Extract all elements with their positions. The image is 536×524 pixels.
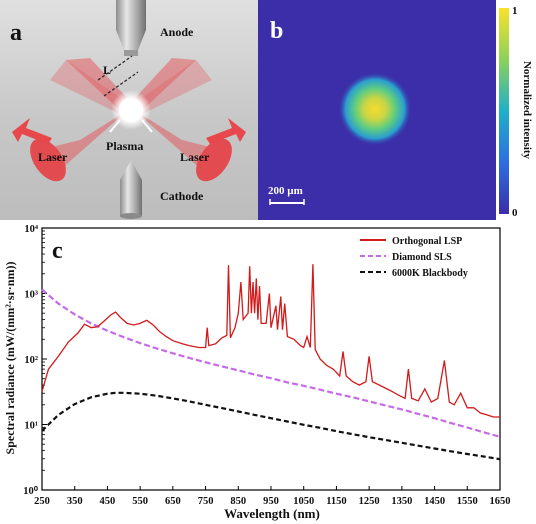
length-markers: [97, 55, 139, 97]
chart-legend: Orthogonal LSP Diamond SLS 6000K Blackbody: [360, 236, 468, 279]
panel-c-spectrum-chart: 250 350 450 550 650 750 850 950 1050 1150 1250 1350…: [0, 220, 536, 524]
y-tick-label: 10⁰: [23, 485, 39, 497]
series-line-6000k-blackbody: [41, 391, 501, 461]
laser-left-label: Laser: [38, 150, 68, 164]
colorbar-max-label: 1: [512, 5, 518, 17]
panel-b-intensity-map: b 200 µm 1 0 Normalized intensity: [258, 0, 533, 220]
x-tick-label: 550: [132, 496, 148, 507]
colorbar-min-label: 0: [512, 207, 518, 219]
emission-arrows: [109, 119, 153, 133]
laser-right-label: Laser: [180, 150, 210, 164]
x-tick-label: 1050: [293, 496, 314, 507]
x-tick-label: 350: [67, 496, 83, 507]
x-tick-label: 1650: [490, 496, 511, 507]
x-tick-label: 850: [230, 496, 246, 507]
x-tick-label: 1450: [424, 496, 445, 507]
legend-label: 6000K Blackbody: [392, 268, 468, 279]
y-axis-label: Spectral radiance (mW/(mm²·sr·nm)): [3, 262, 17, 455]
scale-bar-label: 200 µm: [268, 185, 303, 197]
y-tick-label: 10³: [24, 290, 38, 301]
x-tick-label: 1350: [391, 496, 412, 507]
x-tick-label: 1150: [326, 496, 346, 507]
plasma-label: Plasma: [106, 139, 143, 153]
x-tick-label: 950: [263, 496, 279, 507]
laser-direction-arrows: [12, 118, 246, 144]
colorbar-title: Normalized intensity: [521, 61, 533, 160]
length-label: L: [103, 63, 111, 77]
colorbar: [499, 8, 509, 214]
legend-label: Orthogonal LSP: [392, 236, 462, 247]
x-tick-label: 1550: [457, 496, 478, 507]
x-axis-label: Wavelength (nm): [224, 506, 320, 521]
panel-c-letter: c: [52, 238, 63, 264]
y-tick-label: 10²: [24, 355, 38, 366]
y-tick-label: 10⁴: [24, 224, 39, 235]
cathode-label: Cathode: [160, 189, 204, 203]
cathode-electrode: [120, 160, 142, 219]
anode-label: Anode: [160, 25, 194, 39]
plasma-intensity-spot: [338, 72, 412, 146]
x-tick-label: 650: [165, 496, 181, 507]
anode-electrode: [116, 0, 146, 56]
series-line-diamond-sls: [41, 288, 501, 438]
x-tick-label: 1250: [359, 496, 380, 507]
laser-focusing-optics: [30, 138, 232, 182]
panel-a-letter: a: [10, 20, 22, 46]
x-tick-label: 450: [100, 496, 116, 507]
legend-label: Diamond SLS: [392, 252, 452, 263]
x-tick-label: 750: [198, 496, 214, 507]
y-tick-label: 10¹: [24, 421, 38, 432]
panel-a-schematic: a Anode Cathode Laser Laser Plasma L: [0, 0, 258, 220]
panel-b-letter: b: [270, 18, 283, 44]
series-line-orthogonal-lsp: [41, 264, 500, 418]
x-tick-label: 250: [34, 496, 50, 507]
